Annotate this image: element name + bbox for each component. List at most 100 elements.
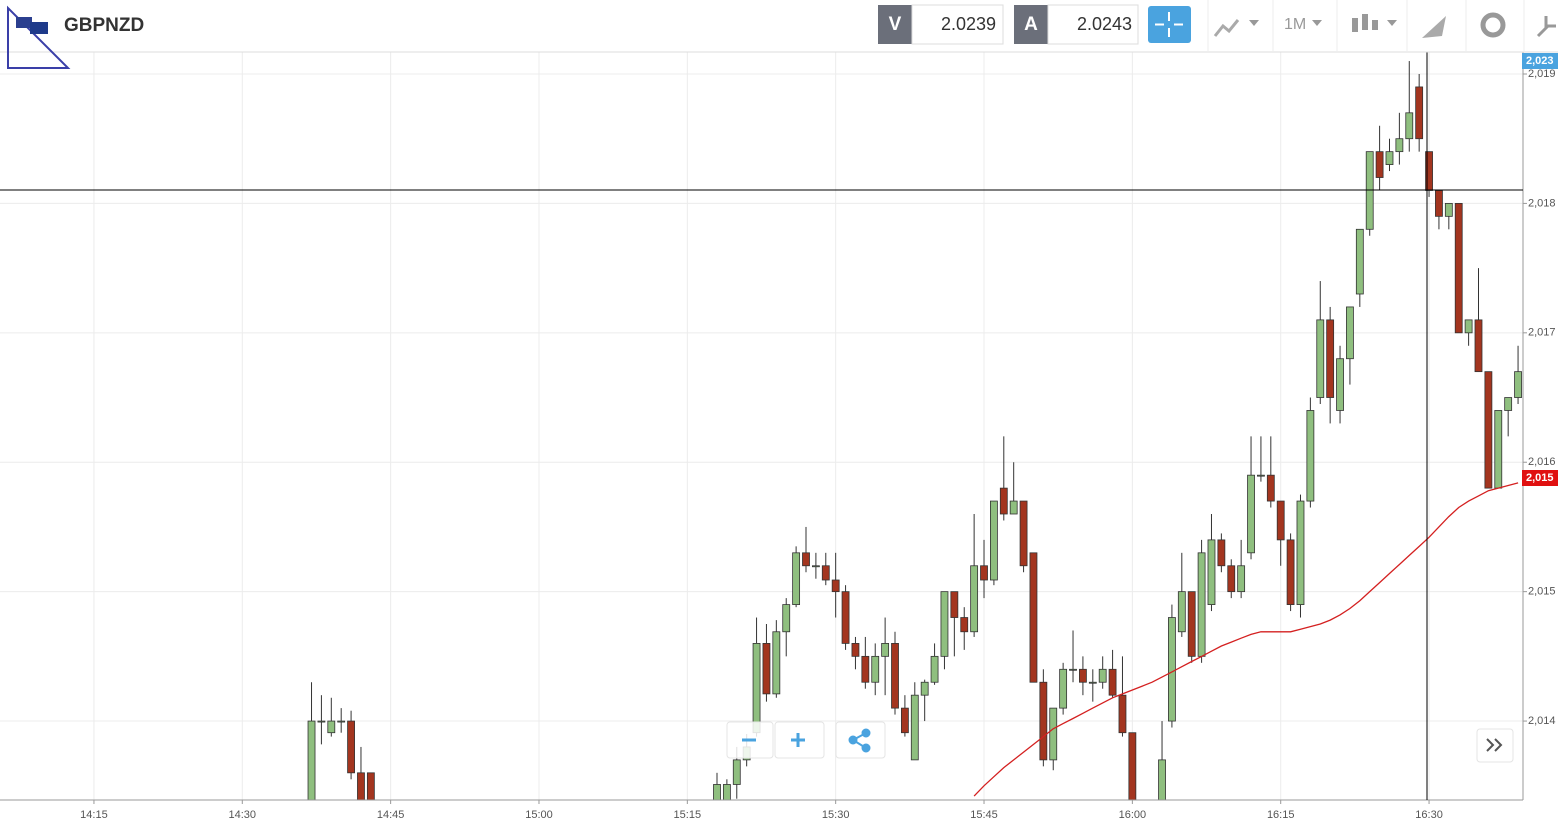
chart-type-icon[interactable]	[1213, 19, 1240, 37]
candle-body	[841, 591, 850, 644]
collapse-icon[interactable]	[1536, 16, 1556, 38]
x-tick-label: 15:45	[970, 809, 998, 821]
candle-body	[1474, 319, 1483, 373]
candle-body	[1039, 681, 1048, 761]
candle-body	[871, 655, 880, 683]
crosshair-icon	[1155, 12, 1183, 37]
settings-icon[interactable]	[1480, 12, 1506, 38]
dropdown-arrow	[1312, 20, 1322, 26]
candle-body	[1346, 306, 1354, 360]
candle-body	[1177, 591, 1186, 633]
candle-body	[1207, 539, 1216, 605]
candle-body	[990, 500, 998, 581]
candle-body	[1128, 732, 1137, 800]
candle-body	[1405, 112, 1414, 140]
toolbar: GBPNZD V 2.0239 A 2.0243 1M	[0, 0, 1558, 69]
candle-body	[1029, 552, 1038, 683]
share-icon	[848, 728, 871, 753]
y-tick-label: 2,016	[1528, 456, 1556, 468]
candle-body	[1435, 190, 1443, 217]
x-tick-label: 14:15	[80, 809, 108, 821]
candles-icon[interactable]	[1352, 14, 1378, 32]
candle-body	[1514, 371, 1522, 398]
candle-body	[1108, 668, 1117, 696]
candle-body	[1375, 151, 1384, 178]
buy-button[interactable]	[1014, 5, 1048, 44]
y-tick-label: 2,017	[1528, 327, 1556, 339]
y-tick-label: 2,019	[1528, 68, 1556, 80]
candle-body	[891, 643, 899, 709]
y-tick-label: 2,015	[1528, 586, 1556, 598]
buy-label: A	[1024, 14, 1038, 35]
candle-body	[831, 579, 840, 593]
candle-body	[1088, 681, 1097, 684]
candle-body	[347, 720, 355, 774]
sell-price-box	[911, 4, 1004, 45]
grid	[0, 52, 1523, 800]
candle-body	[1019, 500, 1028, 567]
price-tag	[1522, 470, 1558, 486]
share-button[interactable]	[835, 721, 886, 759]
candle-body	[762, 643, 771, 695]
candle-body	[1118, 694, 1127, 734]
plot	[307, 61, 1522, 800]
draw-icon[interactable]	[1422, 16, 1446, 38]
candle-body	[940, 591, 949, 657]
candle-body	[732, 759, 741, 785]
candle-body	[366, 772, 375, 800]
sell-price: 2.0239	[941, 14, 996, 34]
sell-label: V	[889, 14, 902, 35]
candle-body	[327, 720, 336, 734]
candle-body	[881, 643, 890, 657]
candle-body	[960, 617, 969, 633]
crosshair-button[interactable]	[1148, 6, 1191, 43]
candle-body	[713, 784, 721, 800]
x-tick-label: 14:30	[229, 809, 257, 821]
plus-icon	[791, 733, 805, 747]
timeframe[interactable]: 1M	[1284, 16, 1306, 33]
candle-body	[1266, 474, 1275, 502]
candle-body	[1168, 617, 1176, 722]
candle-body	[1296, 500, 1305, 605]
x-tick-label: 15:15	[674, 809, 702, 821]
candle-body	[357, 772, 365, 800]
flag-nz	[30, 22, 48, 34]
buy-price-box	[1047, 4, 1139, 45]
candle-body	[1444, 203, 1453, 217]
flag-gb	[16, 17, 32, 28]
symbol: GBPNZD	[64, 15, 144, 36]
corner-marker	[7, 5, 71, 69]
candle-body	[802, 552, 810, 567]
candle-body	[772, 631, 781, 695]
candle-body	[920, 681, 929, 696]
candle-body	[1494, 410, 1503, 489]
candle-body	[1286, 539, 1295, 605]
sell-button[interactable]	[878, 5, 912, 44]
price-tag	[1522, 53, 1558, 69]
candle-body	[1069, 668, 1077, 671]
candle-body	[307, 720, 316, 800]
candle-body	[1257, 474, 1265, 477]
candle-body	[1158, 759, 1166, 800]
y-tick-label: 2,014	[1528, 715, 1556, 727]
double-arrow-icon	[1486, 738, 1503, 752]
dropdown-arrow	[1249, 20, 1259, 26]
candle-body	[821, 565, 830, 581]
candle-body	[1484, 371, 1493, 489]
scroll-right-button[interactable]	[1476, 728, 1514, 763]
candle-body	[1355, 228, 1364, 295]
candle-body	[1059, 668, 1068, 709]
zoom-controls	[726, 721, 1514, 763]
candle-body	[861, 655, 870, 683]
toolbar-bg	[0, 0, 1558, 52]
axes: 2,014 2,015 2,016 2,017 2,018 2,019 14:15 14:30…	[80, 53, 1558, 821]
x-tick-label: 16:00	[1119, 809, 1147, 821]
candle-body	[1049, 707, 1058, 761]
candle-body	[317, 720, 326, 723]
candle-body	[1276, 500, 1285, 541]
y-tick-label: 2,018	[1528, 197, 1556, 209]
price-tag-label: 2,023	[1526, 55, 1554, 67]
candle-body	[1326, 319, 1335, 398]
